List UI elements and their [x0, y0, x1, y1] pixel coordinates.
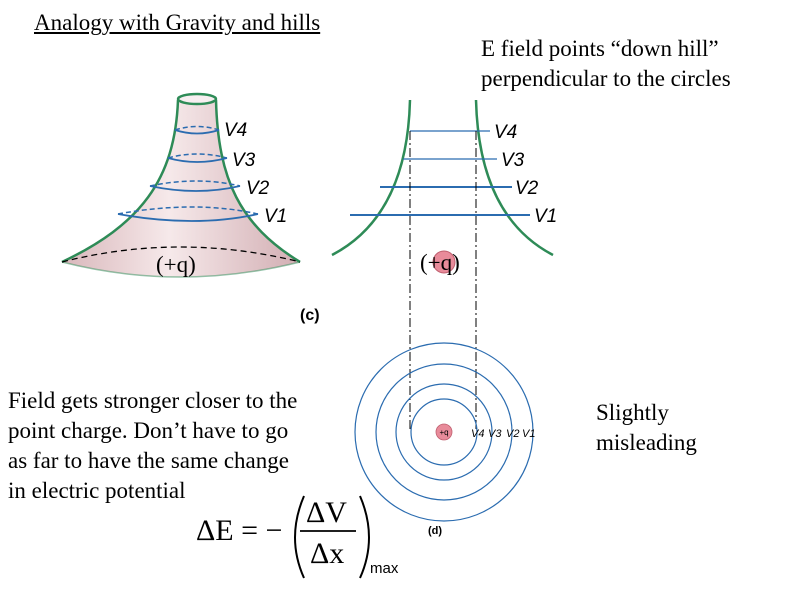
- cross-label-v2: V2: [515, 178, 539, 199]
- cross-label-v4: V4: [494, 122, 517, 143]
- field-strength-note: Field gets stronger closer to the point …: [8, 386, 297, 506]
- equation-lhs: ΔE = −: [196, 514, 282, 547]
- cross-charge-dot: [432, 250, 456, 274]
- cross-charge-label: (+q): [420, 250, 460, 275]
- hill-contour-v2-back: [149, 180, 241, 187]
- equipotential-circle-v2: [375, 363, 513, 501]
- hill-left-outline: [61, 99, 180, 264]
- hill-top-rim: [176, 92, 218, 106]
- hill-contour-v3-front: [167, 157, 228, 163]
- field-note-line1: Field gets stronger closer to the: [8, 388, 298, 413]
- field-equation: ΔE = − ΔV Δx max: [196, 495, 399, 579]
- hill-contour-v4-front: [174, 129, 220, 135]
- top-charge-dot: [435, 423, 453, 441]
- slightly-note-line2: misleading: [596, 430, 697, 455]
- hill-label-v4: V4: [224, 120, 247, 141]
- hill-3d-diagram: V4 V3 V2 V1 (+q) (c): [61, 92, 320, 324]
- slightly-note-line1: Slightly: [596, 400, 669, 425]
- efield-note: E field points “down hill” perpendicular…: [481, 34, 731, 94]
- equipotential-circle-v1: [354, 342, 534, 522]
- cross-label-v1: V1: [534, 206, 557, 227]
- hill-right-outline: [214, 99, 301, 264]
- slightly-misleading-note: Slightly misleading: [596, 398, 697, 458]
- hill-cross-section: V4 V3 V2 V1 (+q): [331, 99, 557, 432]
- field-note-line3: as far to have the same change: [8, 448, 289, 473]
- cross-label-v3: V3: [501, 150, 525, 171]
- hill-surface: [62, 100, 300, 277]
- hill-base-front: [61, 261, 301, 278]
- top-label-v1: V1: [522, 428, 535, 440]
- efield-note-line1: E field points “down hill”: [481, 36, 719, 61]
- hill-label-v3: V3: [232, 150, 256, 171]
- top-view-diagram: +q V4 V3 V2 V1 (d): [354, 342, 535, 537]
- equation-left-paren: [294, 495, 305, 579]
- hill-base-back-dashed: [61, 246, 301, 263]
- equipotential-circle-v4: [410, 398, 478, 466]
- top-charge-label: +q: [439, 428, 448, 437]
- cross-left-outline: [331, 99, 412, 257]
- diagram-d-label: (d): [428, 525, 442, 537]
- hill-contour-v2-front: [149, 185, 241, 192]
- hill-label-v2: V2: [246, 178, 270, 199]
- efield-note-line2: perpendicular to the circles: [481, 66, 731, 91]
- slide-title: Analogy with Gravity and hills: [34, 10, 321, 35]
- hill-contour-v1-front: [117, 213, 259, 222]
- hill-label-v1: V1: [264, 206, 287, 227]
- equation-denominator: Δx: [310, 537, 344, 570]
- diagram-c-label: (c): [300, 307, 320, 324]
- hill-contour-v4-back: [174, 125, 220, 131]
- hill-contour-v1-back: [117, 206, 259, 215]
- equation-numerator: ΔV: [306, 496, 347, 529]
- field-note-line2: point charge. Don’t have to go: [8, 418, 289, 443]
- hill-contour-v3-back: [167, 153, 228, 159]
- top-label-v2: V2: [506, 428, 519, 440]
- cross-right-outline: [474, 99, 554, 257]
- hill-charge-label: (+q): [156, 252, 196, 277]
- top-label-v3: V3: [488, 428, 502, 440]
- field-note-line4: in electric potential: [8, 478, 186, 503]
- equation-right-paren: [359, 495, 370, 579]
- equipotential-circle-v3: [395, 383, 493, 481]
- top-label-v4: V4: [471, 428, 484, 440]
- equation-subscript: max: [370, 560, 399, 577]
